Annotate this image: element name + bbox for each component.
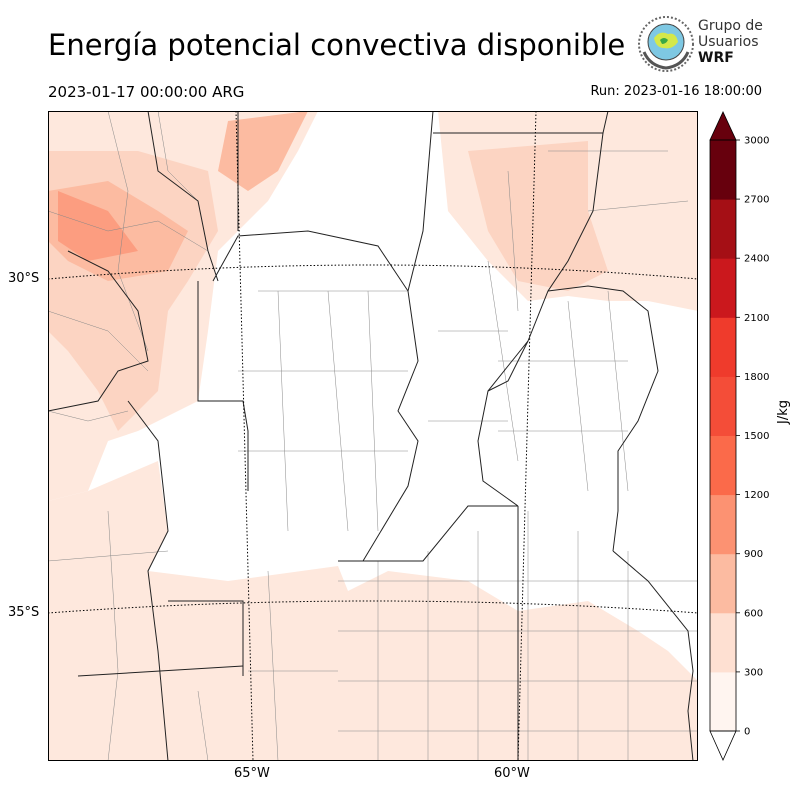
valid-time: 2023-01-17 00:00:00 ARG [48, 83, 245, 101]
colorbar-tick-label: 2100 [744, 313, 769, 324]
colorbar: 0 300 600 900 1200 1500 1800 2100 2400 2700 3000 [709, 111, 769, 761]
colorbar-tick-label: 3000 [744, 136, 769, 147]
colorbar-block [710, 199, 736, 259]
colorbar-tick-label: 2700 [744, 195, 769, 206]
colorbar-block [710, 435, 736, 496]
cape-fill-region [218, 111, 308, 191]
colorbar-tick-label: 0 [744, 727, 750, 738]
logo-line-2: Usuarios [698, 34, 759, 50]
colorbar-units: J/kg [776, 400, 791, 424]
globe-emblem-icon [638, 16, 694, 72]
colorbar-block [710, 612, 736, 673]
cape-map [48, 111, 698, 761]
lon-label-60w: 60°W [494, 766, 530, 781]
cape-fill-region [58, 191, 138, 261]
wrf-users-logo: Grupo de Usuarios WRF [636, 14, 776, 76]
map-frame [48, 111, 698, 761]
colorbar-extend-min [709, 730, 737, 761]
colorbar-extend-max [709, 111, 737, 141]
colorbar-block [710, 140, 736, 200]
colorbar-block [710, 553, 736, 614]
colorbar-tick-label: 2400 [744, 254, 769, 265]
cape-fill-layer [48, 111, 698, 761]
colorbar-tick-label: 600 [744, 608, 763, 619]
chart-title: Energía potencial convectiva disponible [48, 28, 626, 62]
run-time: Run: 2023-01-16 18:00:00 [590, 84, 762, 99]
lat-label-35s: 35°S [8, 605, 40, 620]
lon-label-65w: 65°W [234, 766, 270, 781]
graticule [48, 111, 698, 761]
colorbar-tick-label: 300 [744, 667, 763, 678]
cape-fill-region [48, 461, 698, 761]
cape-fill-region [468, 141, 608, 291]
colorbar-tick-label: 1200 [744, 490, 769, 501]
colorbar-block [710, 671, 736, 732]
colorbar-tick-label: 900 [744, 549, 763, 560]
logo-line-3: WRF [698, 50, 734, 66]
colorbar-block [710, 258, 736, 318]
department-boundaries [48, 111, 698, 761]
logo-line-1: Grupo de [698, 18, 763, 34]
colorbar-block [710, 376, 736, 436]
lat-label-30s: 30°S [8, 271, 40, 286]
colorbar-tick-label: 1500 [744, 431, 769, 442]
colorbar-block [710, 494, 736, 555]
colorbar-block [710, 317, 736, 377]
colorbar-tick-label: 1800 [744, 372, 769, 383]
